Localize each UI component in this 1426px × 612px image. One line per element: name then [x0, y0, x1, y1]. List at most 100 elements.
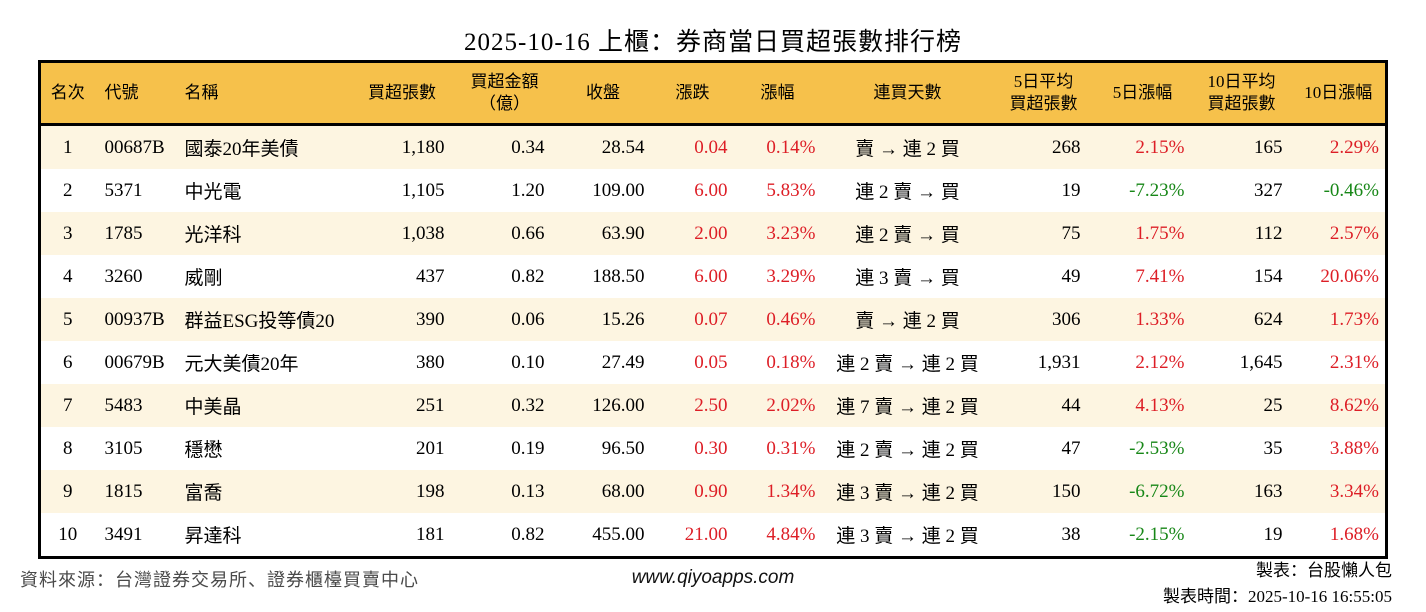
cell-pct-5d: 1.75% [1135, 222, 1185, 244]
cell-close: 96.50 [601, 437, 645, 459]
table-row: 5 00937B 群益ESG投等債20 390 0.06 15.26 0.07 0.46% 賣 … [39, 298, 1387, 341]
table-header: 名次 代號 名稱 買超張數 買超金額 （億） 收盤 漲跌 漲幅 連買天數 5日平… [39, 61, 1387, 126]
cell-net-buy-amount-100m: 0.19 [511, 437, 545, 459]
cell-change: 0.90 [694, 480, 728, 502]
table-row: 10 3491 昇達科 181 0.82 455.00 21.00 4.84% 連 3 賣 → … [39, 513, 1387, 558]
cell-name: 光洋科 [184, 225, 242, 246]
cell-net-buy-lots: 201 [416, 437, 445, 459]
cell-close: 109.00 [592, 179, 645, 201]
cell-change: 21.00 [684, 523, 728, 545]
cell-rank: 2 [63, 179, 73, 201]
cell-avg5-net-buy-lots: 38 [1061, 523, 1081, 545]
cell-net-buy-amount-100m: 0.32 [511, 394, 545, 416]
cell-buy-streak: 連 3 賣 → 連 2 買 [836, 526, 979, 547]
cell-buy-streak: 連 2 賣 → 買 [855, 225, 960, 246]
cell-net-buy-lots: 437 [416, 265, 445, 287]
cell-buy-streak: 連 2 賣 → 連 2 買 [836, 354, 979, 375]
column-header-amount: 買超金額 （億） [454, 61, 555, 126]
table-row: 8 3105 穩懋 201 0.19 96.50 0.30 0.31% 連 2 賣 → 連 2 … [39, 427, 1387, 470]
cell-change: 0.05 [694, 351, 728, 373]
cell-pct-10d: 8.62% [1329, 394, 1379, 416]
cell-change-pct: 0.14% [766, 136, 816, 158]
cell-avg10-net-buy-lots: 19 [1263, 523, 1283, 545]
cell-avg10-net-buy-lots: 624 [1254, 308, 1283, 330]
cell-net-buy-lots: 1,038 [401, 222, 445, 244]
cell-pct-10d: 2.31% [1329, 351, 1379, 373]
table-row: 7 5483 中美晶 251 0.32 126.00 2.50 2.02% 連 7 賣 → 連 … [39, 384, 1387, 427]
column-header-avg5: 5日平均 買超張數 [993, 61, 1094, 126]
table-row: 1 00687B 國泰20年美債 1,180 0.34 28.54 0.04 0.14% 賣 →… [39, 124, 1387, 169]
table-body: 1 00687B 國泰20年美債 1,180 0.34 28.54 0.04 0.14% 賣 →… [39, 124, 1387, 558]
cell-net-buy-lots: 1,180 [401, 136, 445, 158]
cell-rank: 1 [63, 136, 73, 158]
cell-name: 富喬 [184, 483, 223, 504]
cell-avg5-net-buy-lots: 19 [1061, 179, 1081, 201]
cell-pct-5d: -2.15% [1129, 523, 1185, 545]
cell-name: 群益ESG投等債20 [184, 311, 335, 332]
cell-change: 0.07 [694, 308, 728, 330]
cell-name: 威剛 [184, 268, 223, 289]
cell-name: 中光電 [184, 182, 242, 203]
cell-pct-10d: 1.73% [1329, 308, 1379, 330]
cell-change-pct: 1.34% [766, 480, 816, 502]
cell-rank: 4 [63, 265, 73, 287]
cell-change-pct: 2.02% [766, 394, 816, 416]
table-row: 9 1815 富喬 198 0.13 68.00 0.90 1.34% 連 3 賣 → 連 2 … [39, 470, 1387, 513]
cell-pct-5d: 2.12% [1135, 351, 1185, 373]
cell-pct-5d: -6.72% [1129, 480, 1185, 502]
cell-net-buy-amount-100m: 0.10 [511, 351, 545, 373]
cell-change-pct: 5.83% [766, 179, 816, 201]
cell-net-buy-amount-100m: 0.13 [511, 480, 545, 502]
cell-avg5-net-buy-lots: 306 [1052, 308, 1081, 330]
page-title: 2025-10-16 上櫃：券商當日買超張數排行榜 [464, 29, 962, 56]
cell-net-buy-amount-100m: 0.34 [511, 136, 545, 158]
cell-rank: 3 [63, 222, 73, 244]
cell-code: 5371 [104, 179, 143, 201]
cell-change: 0.04 [694, 136, 728, 158]
column-header-name: 名稱 [174, 61, 350, 126]
cell-close: 28.54 [601, 136, 645, 158]
cell-rank: 6 [63, 351, 73, 373]
cell-code: 00679B [104, 351, 165, 373]
table-row: 2 5371 中光電 1,105 1.20 109.00 6.00 5.83% 連 2 賣 → … [39, 169, 1387, 212]
cell-name: 穩懋 [184, 440, 223, 461]
cell-close: 455.00 [592, 523, 645, 545]
cell-avg10-net-buy-lots: 25 [1263, 394, 1283, 416]
maker-label: 製表：台股懶人包 [1256, 561, 1392, 580]
cell-net-buy-lots: 251 [416, 394, 445, 416]
cell-pct-5d: 2.15% [1135, 136, 1185, 158]
cell-code: 3491 [104, 523, 143, 545]
cell-code: 1815 [104, 480, 143, 502]
cell-name: 中美晶 [184, 397, 242, 418]
cell-avg5-net-buy-lots: 1,931 [1037, 351, 1081, 373]
cell-avg10-net-buy-lots: 327 [1254, 179, 1283, 201]
cell-change: 6.00 [694, 265, 728, 287]
cell-change: 2.00 [694, 222, 728, 244]
cell-close: 126.00 [592, 394, 645, 416]
cell-net-buy-amount-100m: 1.20 [511, 179, 545, 201]
cell-rank: 5 [63, 308, 73, 330]
cell-buy-streak: 賣 → 連 2 買 [855, 139, 960, 160]
cell-avg10-net-buy-lots: 1,645 [1239, 351, 1283, 373]
cell-close: 27.49 [601, 351, 645, 373]
table-row: 4 3260 威剛 437 0.82 188.50 6.00 3.29% 連 3 賣 → 買 49… [39, 255, 1387, 298]
cell-change-pct: 3.29% [766, 265, 816, 287]
cell-change: 6.00 [694, 179, 728, 201]
cell-net-buy-amount-100m: 0.82 [511, 265, 545, 287]
cell-buy-streak: 連 7 賣 → 連 2 買 [836, 397, 979, 418]
column-header-pct10: 10日漲幅 [1291, 61, 1387, 126]
data-source-note: 資料來源：台灣證券交易所、證券櫃檯買賣中心 [20, 570, 419, 590]
cell-code: 00687B [104, 136, 165, 158]
cell-name: 元大美債20年 [184, 354, 299, 375]
column-header-close: 收盤 [554, 61, 652, 126]
cell-pct-10d: 3.88% [1329, 437, 1379, 459]
cell-change-pct: 0.46% [766, 308, 816, 330]
cell-avg5-net-buy-lots: 49 [1061, 265, 1081, 287]
cell-pct-5d: -7.23% [1129, 179, 1185, 201]
cell-pct-10d: 2.29% [1329, 136, 1379, 158]
column-header-pct5: 5日漲幅 [1093, 61, 1192, 126]
cell-net-buy-amount-100m: 0.82 [511, 523, 545, 545]
cell-net-buy-lots: 198 [416, 480, 445, 502]
header-row: 名次 代號 名稱 買超張數 買超金額 （億） 收盤 漲跌 漲幅 連買天數 5日平… [39, 61, 1387, 126]
credit-block: 製表：台股懶人包 製表時間：2025-10-16 16:55:05 [1163, 558, 1392, 609]
